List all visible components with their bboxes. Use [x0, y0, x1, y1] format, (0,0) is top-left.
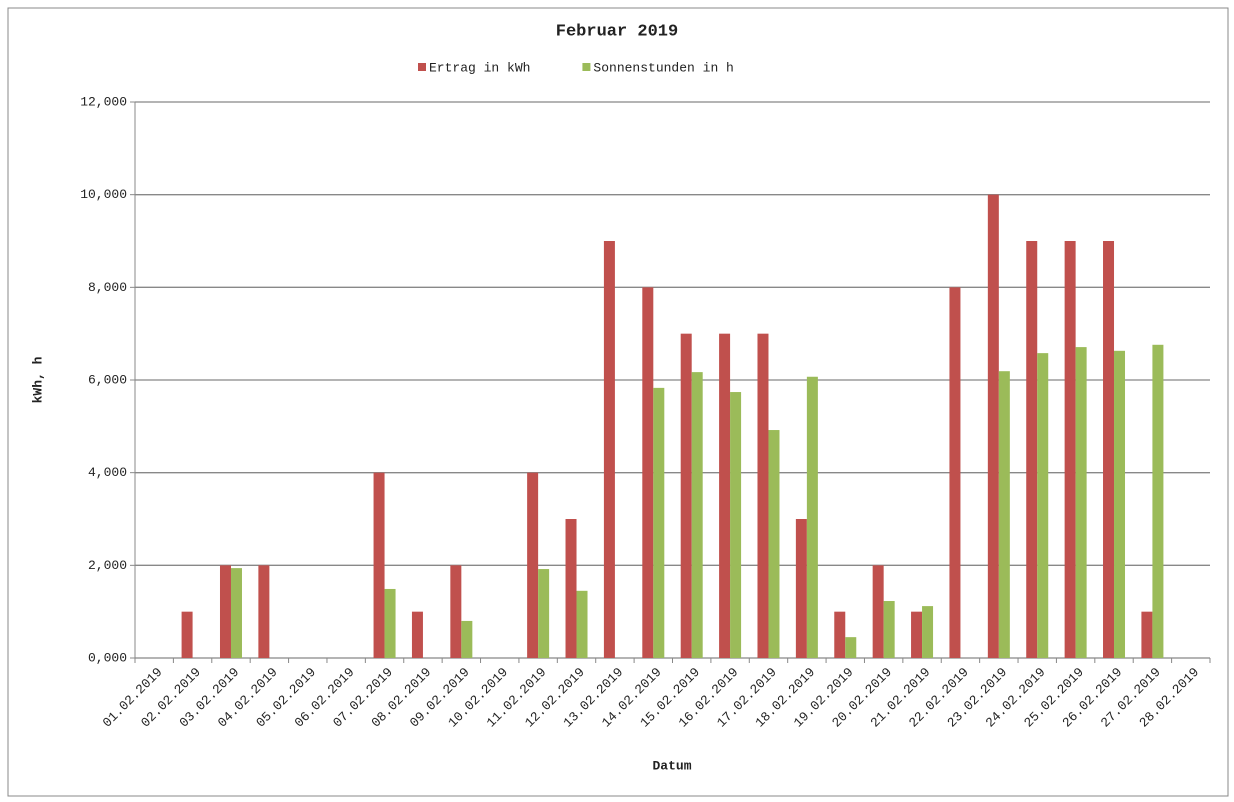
y-tick-label: 0,000 — [88, 650, 127, 665]
bar — [450, 565, 462, 658]
bar — [1152, 344, 1164, 658]
bar — [806, 376, 818, 658]
bar — [795, 519, 807, 658]
bar — [872, 565, 884, 658]
bar — [1075, 347, 1087, 658]
bar — [576, 590, 588, 658]
bar — [768, 430, 780, 658]
bar — [219, 565, 231, 658]
bar — [642, 287, 654, 658]
y-tick-label: 6,000 — [88, 372, 127, 387]
bar — [230, 568, 242, 658]
bar — [653, 387, 665, 658]
y-tick-label: 8,000 — [88, 280, 127, 295]
bar — [384, 588, 396, 658]
bar — [181, 611, 193, 658]
bar — [949, 287, 961, 658]
chart-title: Februar 2019 — [556, 22, 678, 41]
bar — [845, 637, 857, 658]
bar — [680, 333, 692, 658]
bar — [719, 333, 731, 658]
bar — [1103, 241, 1115, 658]
y-tick-label: 12,000 — [80, 94, 127, 109]
bar — [603, 241, 615, 658]
legend-label: Ertrag in kWh — [429, 60, 530, 75]
bar — [461, 620, 473, 658]
legend-label: Sonnenstunden in h — [593, 60, 733, 75]
bar — [411, 611, 423, 658]
bar — [1141, 611, 1153, 658]
bar — [883, 601, 895, 658]
y-axis-title: kWh, h — [30, 356, 45, 403]
bar — [258, 565, 270, 658]
bar — [1026, 241, 1038, 658]
chart-frame — [7, 7, 1229, 797]
bar — [1114, 350, 1126, 658]
legend-swatch — [418, 63, 426, 71]
bar — [1064, 241, 1076, 658]
legend-swatch — [582, 63, 591, 71]
bar — [911, 611, 923, 658]
x-axis-title: Datum — [652, 758, 691, 773]
y-tick-label: 4,000 — [88, 465, 127, 480]
y-tick-label: 2,000 — [88, 558, 127, 573]
bar — [757, 333, 769, 658]
bar — [834, 611, 846, 658]
bar — [998, 371, 1010, 658]
bar — [565, 519, 577, 658]
bar — [527, 472, 539, 658]
bar — [691, 372, 703, 658]
bar — [730, 392, 742, 658]
bar — [987, 194, 999, 658]
bar — [538, 569, 550, 658]
bar — [922, 606, 934, 658]
y-tick-label: 10,000 — [80, 187, 127, 202]
bar — [1037, 353, 1049, 658]
bar — [373, 472, 385, 658]
